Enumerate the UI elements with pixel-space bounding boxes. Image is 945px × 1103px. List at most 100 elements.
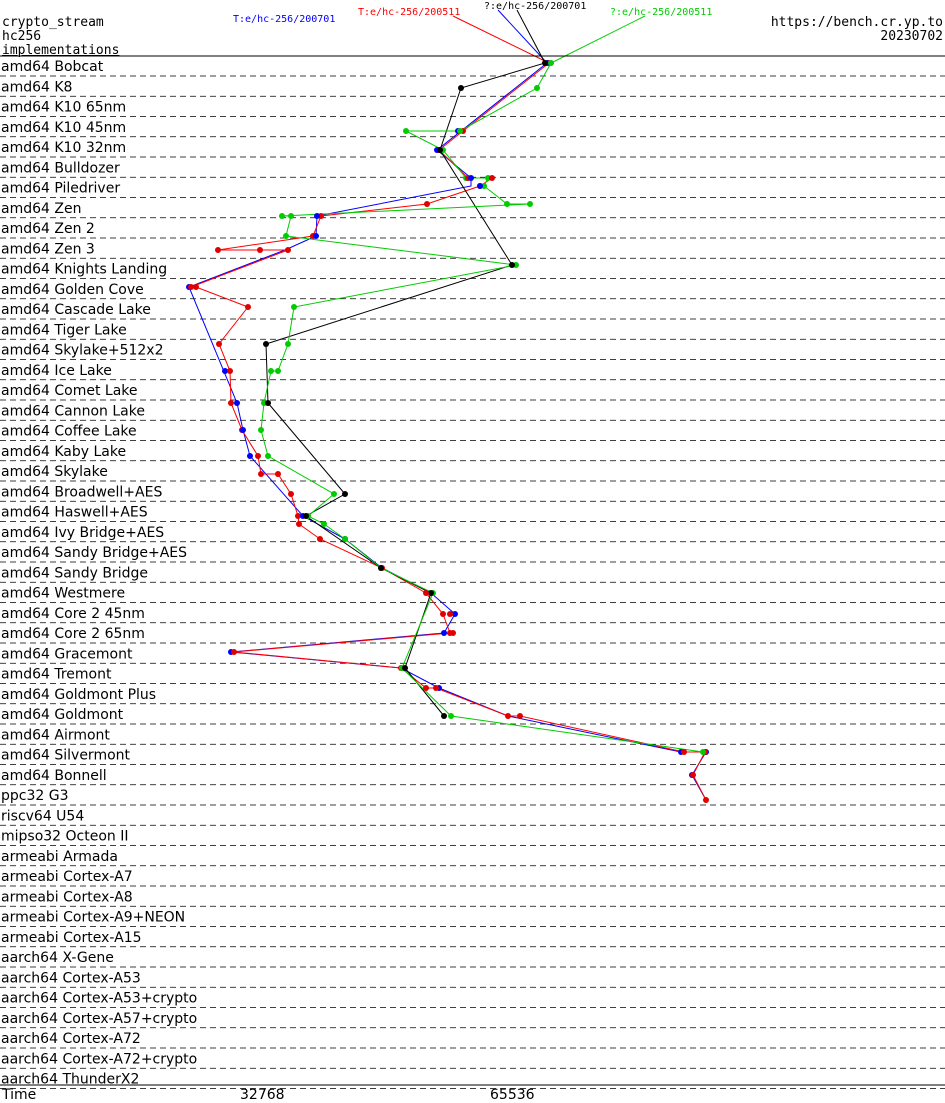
row-label: amd64 Tremont [1,667,112,683]
row-label: armeabi Cortex-A9+NEON [1,910,185,926]
x-tick-32768: 32768 [240,1087,285,1103]
data-point [504,201,510,207]
data-point [517,713,523,719]
row-label: amd64 Skylake+512x2 [1,343,163,359]
data-points [186,60,709,803]
row-label: amd64 Sandy Bridge+AES [1,545,187,561]
legend-blue: T:e/hc-256/200701 [233,14,336,25]
data-point [279,213,285,219]
primitive-name: crypto_stream [2,15,104,30]
row-label: aarch64 ThunderX2 [1,1072,139,1088]
data-point [265,453,271,459]
data-point [342,491,348,497]
row-label: amd64 Bonnell [1,768,107,784]
series-line [260,15,704,753]
data-point [228,400,234,406]
data-point [424,201,430,207]
data-point [188,284,194,290]
row-label: aarch64 Cortex-A72 [1,1031,141,1047]
row-label: armeabi Armada [1,849,118,865]
data-point [457,128,463,134]
data-point [314,213,320,219]
row-label: armeabi Cortex-A8 [1,889,133,905]
row-label: amd64 Skylake [1,464,108,480]
row-label: aarch64 X-Gene [1,950,114,966]
data-point [448,713,454,719]
row-label: amd64 Ivy Bridge+AES [1,525,164,541]
row-label: amd64 Piledriver [1,181,120,197]
legend-black: ?:e/hc-256/200701 [484,1,587,12]
row-label: amd64 K10 32nm [1,140,126,156]
data-point [321,521,327,527]
row-label: amd64 Goldmont [1,707,124,723]
data-point [247,453,253,459]
data-point [234,400,240,406]
data-point [505,713,511,719]
series-line [265,9,546,717]
row-label: amd64 Bulldozer [1,160,120,176]
row-label: amd64 Goldmont Plus [1,687,156,703]
row-label: riscv64 U54 [1,808,84,824]
data-point [527,201,533,207]
data-point [403,128,409,134]
row-label: aarch64 Cortex-A72+crypto [1,1051,197,1067]
data-point [295,513,301,519]
data-point [690,772,696,778]
row-label: amd64 Kaby Lake [1,444,126,460]
data-point [468,175,474,181]
data-point [285,247,291,253]
data-point [275,368,281,374]
row-label: amd64 Coffee Lake [1,424,137,440]
data-point [285,341,291,347]
data-point [240,427,246,433]
row-label: aarch64 Cortex-A53 [1,970,141,986]
data-point [534,85,540,91]
data-point [489,175,495,181]
data-point [317,536,323,542]
site-url[interactable]: https://bench.cr.yp.to [770,15,943,30]
data-point [681,749,687,755]
series-line [190,15,707,801]
data-point [423,685,429,691]
row-label: amd64 Gracemont [1,646,133,662]
data-point [255,453,261,459]
data-point [193,284,199,290]
section-link[interactable]: implementations [2,43,120,58]
data-point [222,368,228,374]
data-point [450,630,456,636]
row-label: amd64 K8 [1,79,72,95]
data-point [288,213,294,219]
data-point [452,611,458,617]
report-date: 20230702 [880,29,943,44]
data-point [423,590,429,596]
data-point [227,368,233,374]
x-tick-65536: 65536 [490,1087,535,1103]
row-labels: amd64 Bobcat amd64 K8 amd64 K10 65nm amd64 … [1,59,197,1088]
data-point [257,247,263,253]
data-point [477,183,483,189]
algorithm-name: hc256 [2,29,42,44]
row-label: mipso32 Octeon II [1,829,129,845]
row-label: aarch64 Cortex-A53+crypto [1,991,197,1007]
data-point [263,341,269,347]
data-point [291,304,297,310]
data-point [441,630,447,636]
row-label: amd64 Zen 2 [1,221,95,237]
x-axis-label: Time [1,1087,36,1103]
row-label: amd64 Ice Lake [1,363,112,379]
row-label: amd64 Bobcat [1,59,104,75]
row-label: ppc32 G3 [1,788,69,804]
legend-green: ?:e/hc-256/200511 [610,7,713,18]
row-label: armeabi Cortex-A15 [1,930,142,946]
data-point [548,60,554,66]
data-point [313,233,319,239]
data-point [437,147,443,153]
row-label: amd64 K10 45nm [1,120,126,136]
data-point [296,521,302,527]
data-point [283,233,289,239]
data-point [458,85,464,91]
row-label: amd64 Westmere [1,586,125,602]
row-label: amd64 Zen [1,201,81,217]
row-label: amd64 Haswell+AES [1,505,148,521]
